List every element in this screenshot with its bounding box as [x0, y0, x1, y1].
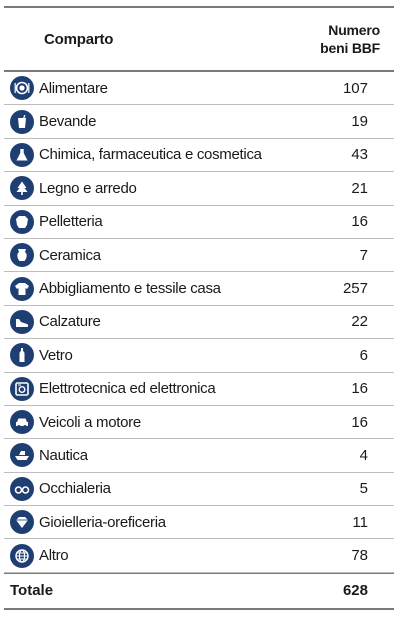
row-value: 4: [359, 446, 368, 464]
table-row: Chimica, farmaceutica e cosmetica 43: [4, 139, 394, 173]
row-value: 16: [351, 413, 368, 431]
hide-icon: [10, 209, 34, 234]
bottle-icon: [10, 343, 34, 368]
shirt-icon: [10, 276, 34, 301]
table-row: Pelletteria 16: [4, 206, 394, 239]
glasses-icon: [10, 476, 34, 501]
row-value: 5: [359, 480, 368, 498]
row-label: Pelletteria: [39, 213, 103, 231]
row-label: Legno e arredo: [39, 179, 137, 197]
table-row: Bevande 19: [4, 105, 394, 139]
appliance-icon: [10, 376, 34, 401]
table-row: Vetro 6: [4, 339, 394, 373]
row-value: 11: [352, 513, 368, 531]
table-row: Calzature 22: [4, 306, 394, 340]
table-body: Alimentare 107 Bevande 19 Chimica, farmaceut…: [4, 72, 394, 573]
boat-icon: [10, 443, 34, 468]
table-row: Altro 78: [4, 539, 394, 573]
row-label: Nautica: [39, 446, 88, 464]
tree-icon: [10, 176, 34, 201]
total-value: 628: [342, 582, 368, 600]
comparto-table: Comparto Numero beni BBF Alimentare 107 Be…: [4, 6, 394, 610]
total-row: Totale 628: [4, 572, 394, 610]
row-value: 16: [351, 213, 368, 231]
row-value: 107: [342, 79, 368, 97]
row-value: 21: [351, 179, 368, 197]
globe-icon: [10, 543, 34, 568]
plate-icon: [10, 76, 34, 101]
row-label: Abbigliamento e tessile casa: [39, 280, 221, 298]
row-label: Ceramica: [39, 246, 101, 264]
table-row: Legno e arredo 21: [4, 172, 394, 206]
table-row: Occhialeria 5: [4, 473, 394, 507]
row-label: Bevande: [39, 113, 97, 131]
row-value: 7: [359, 246, 368, 264]
row-label: Elettrotecnica ed elettronica: [39, 380, 216, 398]
row-label: Calzature: [39, 313, 101, 331]
table-top-rule: [4, 6, 394, 8]
header-numero-line2: beni BBF: [320, 40, 380, 56]
row-label: Altro: [39, 547, 69, 565]
vase-icon: [10, 243, 34, 268]
row-value: 43: [351, 146, 368, 164]
row-value: 6: [359, 346, 368, 364]
row-value: 16: [351, 380, 368, 398]
row-label: Gioielleria-oreficeria: [39, 513, 166, 531]
header-numero-line1: Numero: [328, 22, 380, 38]
table-row: Nautica 4: [4, 439, 394, 473]
table-row: Veicoli a motore 16: [4, 406, 394, 440]
row-label: Occhialeria: [39, 480, 111, 498]
row-value: 22: [351, 313, 368, 331]
diamond-icon: [10, 510, 34, 535]
total-label: Totale: [10, 582, 54, 600]
row-label: Veicoli a motore: [39, 413, 141, 431]
row-value: 78: [351, 547, 368, 565]
row-label: Vetro: [39, 346, 73, 364]
flask-icon: [10, 142, 34, 167]
car-icon: [10, 410, 34, 435]
row-value: 19: [351, 113, 368, 131]
header-numero: Numero beni BBF: [280, 21, 394, 57]
row-label: Alimentare: [39, 79, 108, 97]
drink-icon: [10, 109, 34, 134]
table-row: Ceramica 7: [4, 239, 394, 273]
table-row: Abbigliamento e tessile casa 257: [4, 272, 394, 306]
shoe-icon: [10, 309, 34, 334]
table-row: Gioielleria-oreficeria 11: [4, 506, 394, 540]
row-label: Chimica, farmaceutica e cosmetica: [39, 146, 262, 164]
table-row: Alimentare 107: [4, 72, 394, 106]
row-value: 257: [342, 280, 368, 298]
table-row: Elettrotecnica ed elettronica 16: [4, 373, 394, 406]
table-header: Comparto Numero beni BBF: [4, 8, 394, 72]
header-comparto: Comparto: [44, 30, 114, 48]
